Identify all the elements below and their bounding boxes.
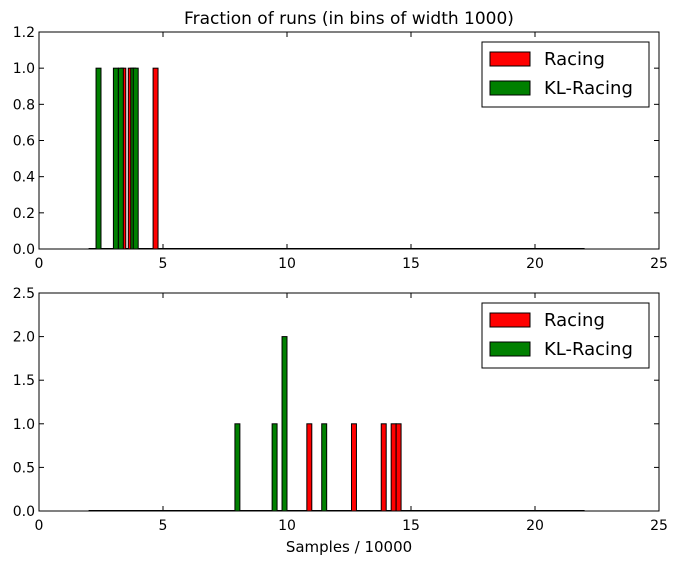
bottom-x-tick-label: 20 bbox=[526, 518, 544, 534]
bottom-bar-racing bbox=[380, 423, 387, 512]
bottom-y-tick-label: 0.5 bbox=[13, 460, 35, 476]
top-ticks-layer: 0 5 10 15 20 25 0.0 0.2 0.4 0.6 0.8 1.0 1.2 bbox=[13, 25, 668, 272]
top-legend-swatch bbox=[489, 51, 531, 67]
bottom-legend-label: Racing bbox=[544, 310, 605, 331]
bottom-y-tick-label: 2.0 bbox=[13, 330, 35, 346]
bottom-x-tick-label: 5 bbox=[159, 518, 168, 534]
top-chart-title: Fraction of runs (in bins of width 1000) bbox=[184, 9, 514, 29]
bottom-bar-kl-racing bbox=[321, 423, 328, 512]
bottom-bar-kl-racing bbox=[234, 423, 241, 512]
bottom-bar-racing bbox=[306, 423, 313, 512]
bottom-y-tick-label: 1.0 bbox=[13, 417, 35, 433]
bottom-subplot: 0 5 10 15 20 25 0.0 0.5 1.0 1.5 2.0 2.5 Racing KL-Ra… bbox=[13, 286, 668, 556]
top-y-tick-label: 0.8 bbox=[13, 97, 35, 113]
bottom-x-tick-label: 15 bbox=[402, 518, 420, 534]
top-x-tick-label: 20 bbox=[526, 256, 544, 272]
bottom-x-tick-label: 10 bbox=[278, 518, 296, 534]
top-bar-kl-racing bbox=[132, 67, 139, 250]
bottom-legend: Racing KL-Racing bbox=[481, 302, 650, 369]
top-y-tick-label: 0.2 bbox=[13, 206, 35, 222]
top-bar-kl-racing bbox=[95, 67, 102, 250]
top-legend-swatch bbox=[489, 80, 531, 96]
bottom-y-tick-label: 1.5 bbox=[13, 373, 35, 389]
top-x-tick-label: 15 bbox=[402, 256, 420, 272]
top-bar-kl-racing bbox=[117, 67, 124, 250]
top-y-tick-label: 0.4 bbox=[13, 170, 35, 186]
top-plot-frame bbox=[38, 31, 660, 250]
bottom-legend-swatch bbox=[489, 341, 531, 357]
bottom-bar-racing bbox=[390, 423, 397, 512]
top-x-tick-label: 10 bbox=[278, 256, 296, 272]
top-bar-racing bbox=[152, 67, 159, 250]
top-y-tick-label: 1.2 bbox=[13, 25, 35, 41]
top-y-tick-label: 0.0 bbox=[13, 242, 35, 258]
bottom-bar-racing bbox=[350, 423, 357, 512]
top-x-tick-label: 25 bbox=[650, 256, 668, 272]
top-y-tick-label: 1.0 bbox=[13, 61, 35, 77]
bottom-bar-kl-racing bbox=[271, 423, 278, 512]
bottom-x-tick-label: 0 bbox=[35, 518, 44, 534]
bottom-y-tick-label: 2.5 bbox=[13, 286, 35, 302]
bottom-legend-label: KL-Racing bbox=[544, 339, 633, 360]
top-subplot: Fraction of runs (in bins of width 1000)… bbox=[13, 9, 668, 272]
bottom-bar-racing bbox=[395, 423, 402, 512]
top-legend-label: KL-Racing bbox=[544, 78, 633, 99]
top-bar-kl-racing bbox=[112, 67, 119, 250]
bottom-y-tick-label: 0.0 bbox=[13, 504, 35, 520]
bottom-plot-frame bbox=[38, 292, 660, 512]
top-x-tick-label: 5 bbox=[159, 256, 168, 272]
bottom-legend-swatch bbox=[489, 312, 531, 328]
top-legend-label: Racing bbox=[544, 49, 605, 70]
top-y-tick-label: 0.6 bbox=[13, 134, 35, 150]
bottom-x-axis-label: Samples / 10000 bbox=[286, 538, 412, 556]
top-x-tick-label: 0 bbox=[35, 256, 44, 272]
bottom-x-tick-label: 25 bbox=[650, 518, 668, 534]
top-legend: Racing KL-Racing bbox=[481, 41, 650, 108]
bottom-bar-kl-racing bbox=[281, 336, 288, 512]
